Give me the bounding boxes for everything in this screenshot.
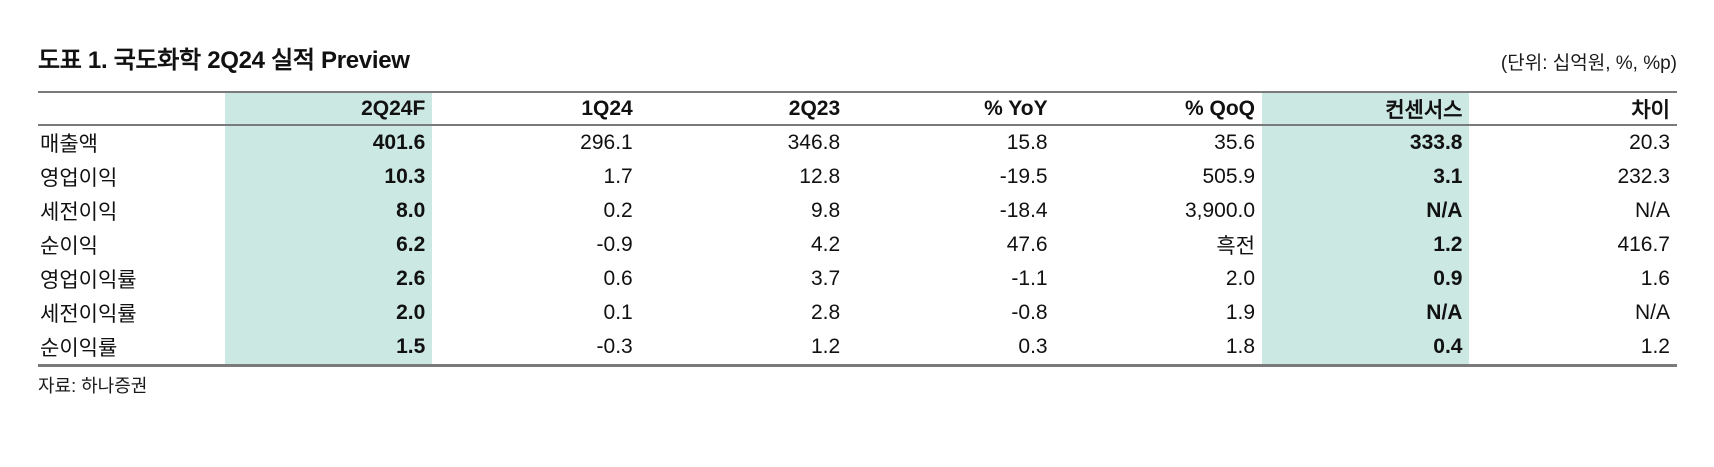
table-row: 매출액 401.6 296.1 346.8 15.8 35.6 333.8 20.3 [38, 125, 1677, 160]
value-cell: -19.5 [999, 165, 1048, 188]
value-cell: 3,900.0 [1184, 199, 1256, 222]
value-cell: 3.1 [1262, 160, 1470, 194]
value-cell: 1.5 [224, 330, 433, 366]
value-cell: 1.7 [603, 165, 633, 188]
value-cell: -0.3 [596, 335, 633, 358]
value-cell: 2.0 [224, 296, 433, 330]
earnings-preview-table: 2Q24F 1Q24 2Q23% YoY% QoQ 컨센서스 차이 매출액 401.6 29… [38, 91, 1677, 367]
value-cell: 296.1 [580, 131, 633, 154]
column-header: % QoQ [1054, 92, 1263, 126]
value-cell: 232.3 [1617, 165, 1670, 188]
value-cell: 1.9 [1225, 301, 1256, 324]
value-cell: 505.9 [1202, 165, 1256, 188]
row-label: 영업이익률 [40, 269, 137, 292]
value-cell: 346.8 [787, 131, 841, 154]
value-cell: 2.6 [224, 262, 433, 296]
table-row: 영업이익률 2.6 0.6 3.7 -1.1 2.0 0.9 1.6 [38, 262, 1677, 296]
value-cell: 20.3 [1629, 131, 1670, 154]
row-label: 세전이익률 [40, 303, 137, 326]
row-label: 세전이익 [40, 201, 118, 224]
header-row: 2Q24F 1Q24 2Q23% YoY% QoQ 컨센서스 차이 [38, 92, 1677, 126]
value-cell: 1.2 [810, 335, 841, 358]
row-label: 영업이익 [40, 167, 118, 190]
value-cell: 0.1 [603, 301, 633, 324]
value-cell: 8.0 [224, 194, 433, 228]
value-cell: 12.8 [799, 165, 841, 188]
value-cell: 416.7 [1617, 233, 1670, 256]
value-cell: 401.6 [224, 125, 433, 160]
value-cell: N/A [1634, 199, 1670, 222]
value-cell: -18.4 [999, 199, 1048, 222]
value-cell: 0.3 [1018, 335, 1048, 358]
value-cell: 10.3 [224, 160, 433, 194]
value-cell: N/A [1262, 194, 1470, 228]
value-cell: 0.4 [1262, 330, 1470, 366]
units-note: (단위: 십억원, %, %p) [1500, 53, 1677, 75]
table-body: 매출액 401.6 296.1 346.8 15.8 35.6 333.8 20.3 영업이익 1… [38, 125, 1677, 366]
column-header: 컨센서스 [1262, 92, 1470, 126]
value-cell: 2.8 [810, 301, 841, 324]
value-cell: 1.2 [1262, 228, 1470, 262]
value-cell: 35.6 [1214, 131, 1256, 154]
value-cell: 3.7 [810, 267, 841, 290]
column-header: 차이 [1469, 92, 1677, 126]
table-row: 순이익 6.2 -0.9 4.2 47.6 흑전 1.2 416.7 [38, 228, 1677, 262]
value-cell: 2.0 [1225, 267, 1256, 290]
source-note: 자료: 하나증권 [38, 376, 148, 396]
column-header: 2Q24F [224, 92, 433, 126]
row-label: 순이익률 [40, 337, 118, 360]
value-cell: N/A [1262, 296, 1470, 330]
value-cell: 0.6 [603, 267, 633, 290]
value-cell: 333.8 [1262, 125, 1470, 160]
column-header: % YoY [847, 92, 1055, 126]
column-header: 2Q23 [639, 92, 848, 126]
value-cell: -0.8 [1011, 301, 1048, 324]
value-cell: 47.6 [1006, 233, 1048, 256]
table-row: 세전이익률 2.0 0.1 2.8 -0.8 1.9 N/A N/A [38, 296, 1677, 330]
table-row: 순이익률 1.5 -0.3 1.2 0.3 1.8 0.4 1.2 [38, 330, 1677, 366]
value-cell: 6.2 [224, 228, 433, 262]
row-label: 매출액 [40, 133, 98, 156]
row-label: 순이익 [40, 235, 98, 258]
value-cell: 1.8 [1225, 335, 1256, 358]
table-title: 도표 1. 국도화학 2Q24 실적 Preview [38, 47, 410, 74]
value-cell: 1.6 [1640, 267, 1670, 290]
value-cell: -1.1 [1011, 267, 1048, 290]
report-table-section: 도표 1. 국도화학 2Q24 실적 Preview (단위: 십억원, %, … [38, 40, 1677, 396]
value-cell: 15.8 [1006, 131, 1048, 154]
value-cell: 흑전 [1216, 235, 1256, 258]
table-row: 영업이익 10.3 1.7 12.8 -19.5 505.9 3.1 232.3 [38, 160, 1677, 194]
value-cell: -0.9 [596, 233, 633, 256]
table-row: 세전이익 8.0 0.2 9.8 -18.4 3,900.0 N/A N/A [38, 194, 1677, 228]
value-cell: 4.2 [810, 233, 841, 256]
value-cell: 1.2 [1640, 335, 1670, 358]
value-cell: 9.8 [810, 199, 841, 222]
value-cell: 0.9 [1262, 262, 1470, 296]
table-header-row: 도표 1. 국도화학 2Q24 실적 Preview (단위: 십억원, %, … [38, 40, 1677, 75]
table-head: 2Q24F 1Q24 2Q23% YoY% QoQ 컨센서스 차이 [38, 92, 1677, 126]
value-cell: N/A [1634, 301, 1670, 324]
column-header: 1Q24 [432, 92, 640, 126]
row-label-header [38, 92, 225, 126]
value-cell: 0.2 [603, 199, 633, 222]
